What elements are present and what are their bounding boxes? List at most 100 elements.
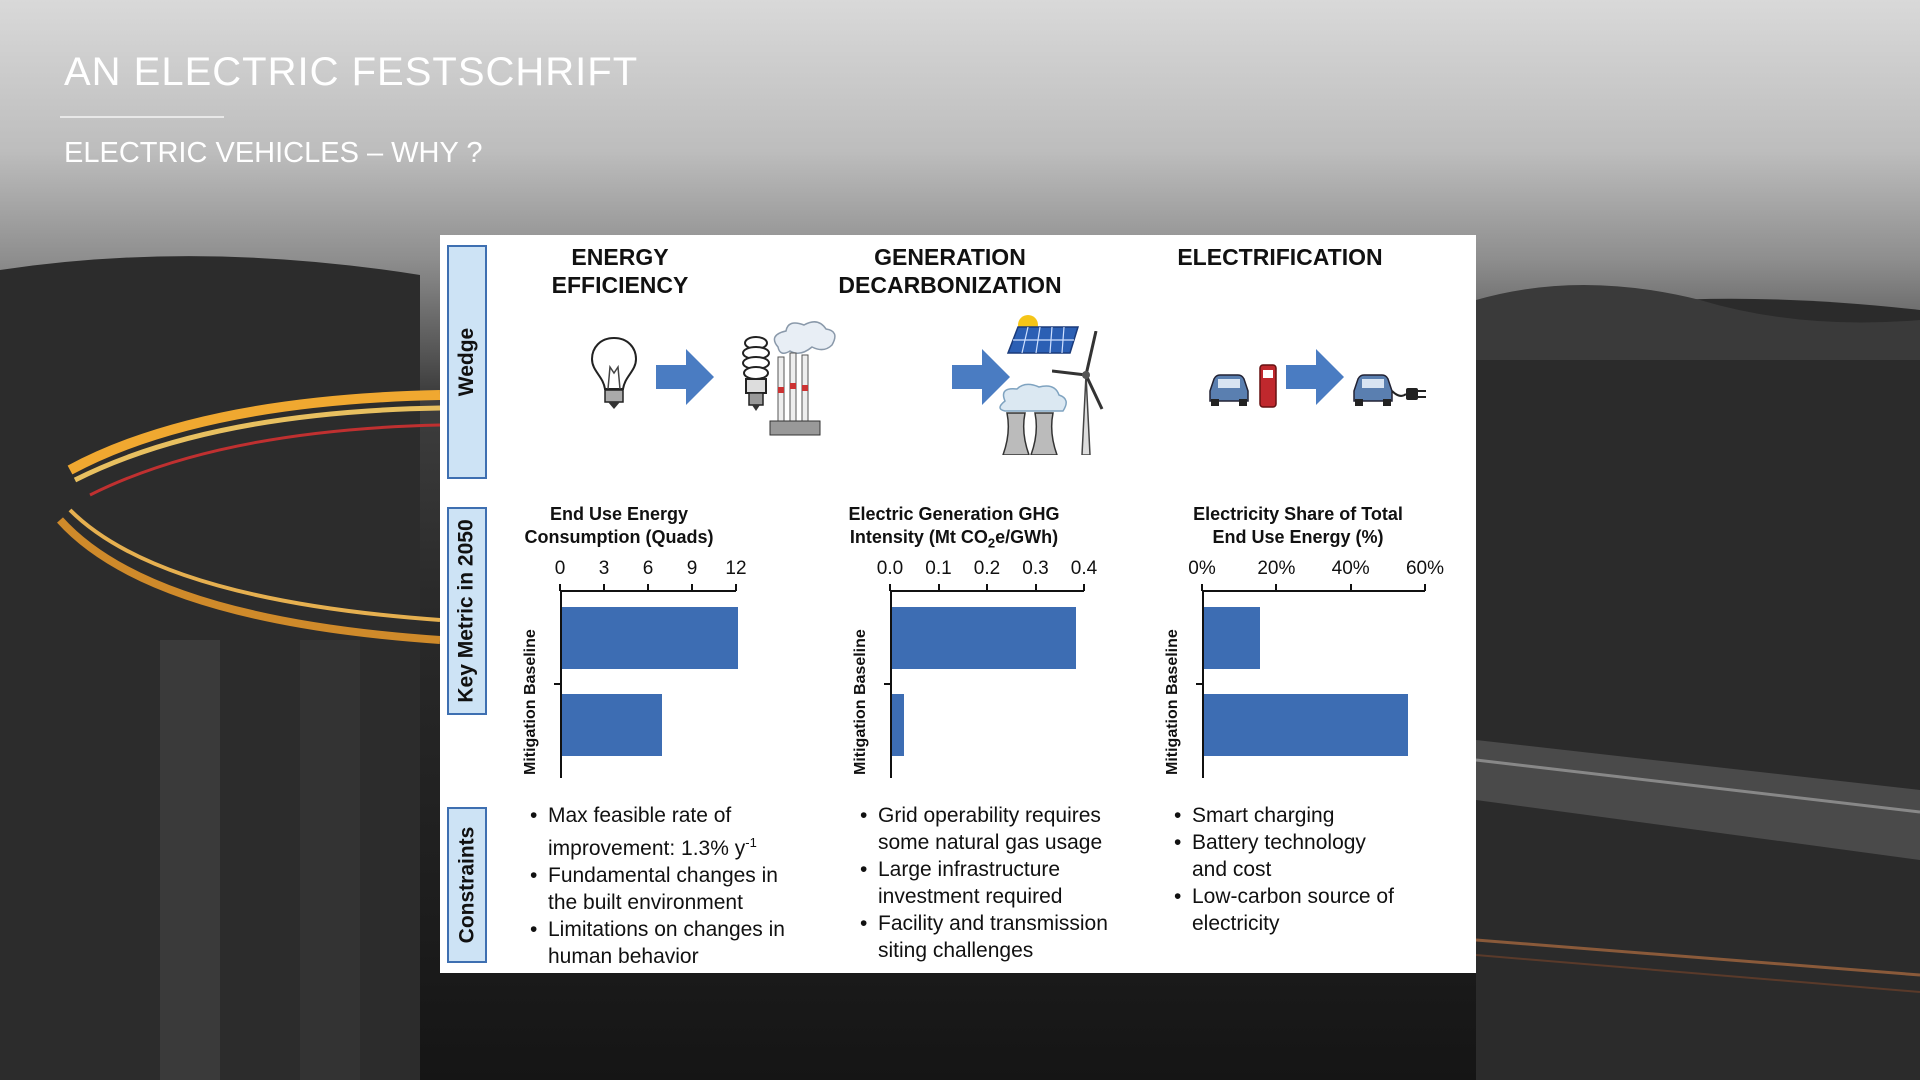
list-item-line: and cost (1192, 858, 1272, 881)
list-item: Facility and transmission siting challeng… (860, 910, 1160, 964)
chart-tick-mark (559, 584, 561, 591)
solar-panel-icon (1006, 315, 1080, 354)
chart-y-tick-mark (884, 683, 890, 685)
chart-tick-label: 9 (686, 558, 698, 579)
chart-tick-label: 60% (1405, 558, 1445, 579)
chart-tick-label: 0.3 (1022, 558, 1049, 579)
chart-title-ghg: Electric Generation GHG Intensity (Mt CO… (844, 503, 1064, 555)
chart-tick-label: 0.2 (973, 558, 1001, 579)
chart-tick-label: 0 (554, 558, 566, 579)
list-item: Limitations on changes in human behavior (530, 916, 830, 970)
chart-bar-mitigation (562, 694, 662, 756)
chart-ylabel: Mitigation Baseline (522, 629, 539, 775)
list-item-line: Grid operability requires (878, 804, 1101, 827)
list-item: Large infrastructure investment required (860, 856, 1160, 910)
chart-title-line: End Use Energy (%) (1212, 527, 1384, 547)
list-item-superscript: -1 (745, 835, 757, 850)
column-head-generation-decarbonization: GENERATION DECARBONIZATION (830, 243, 1070, 299)
chart-axis-y (890, 590, 892, 778)
chart-ylabel: Mitigation Baseline (1164, 629, 1181, 775)
list-item-line: investment required (878, 885, 1063, 908)
list-item-line: the built environment (548, 891, 743, 914)
list-item-line: Smart charging (1192, 804, 1335, 827)
arrow-right-icon (952, 349, 1010, 405)
chart-tick-mark (889, 584, 891, 591)
chart-tick-mark (1424, 584, 1426, 591)
row-label-constraints-text: Constraints (455, 826, 478, 944)
figure-panel: Wedge Key Metric in 2050 Constraints ENE… (440, 235, 1476, 973)
slide-title: AN ELECTRIC FESTSCHRIFT (64, 50, 639, 94)
chart-tick-label: 0% (1188, 558, 1216, 579)
chart-tick-label: 0.1 (925, 558, 952, 579)
list-item-line: electricity (1192, 912, 1280, 935)
column-head-energy-efficiency: ENERGY EFFICIENCY (535, 243, 705, 299)
list-item: Grid operability requires some natural ga… (860, 802, 1160, 856)
chart-title-post: e/GWh) (995, 527, 1059, 547)
slide-subtitle: ELECTRIC VEHICLES – WHY ? (64, 137, 483, 169)
column-head-line: ENERGY (571, 244, 669, 270)
row-label-key-metric-text: Key Metric in 2050 (455, 519, 479, 703)
row-label-key-metric: Key Metric in 2050 (447, 507, 487, 715)
chart-tick-mark (1349, 584, 1352, 591)
chart-tick-label: 0.0 (876, 558, 904, 579)
row-label-constraints: Constraints (447, 807, 487, 963)
chart-tick-mark (1083, 584, 1085, 591)
wind-turbine-icon (1052, 331, 1104, 455)
chart-tick-label: 12 (725, 558, 747, 579)
chart-title-pre: Intensity (Mt CO (849, 527, 988, 547)
chart-y-tick-mark (1196, 683, 1202, 685)
chart-tick-label: 0.4 (1070, 558, 1098, 579)
constraints-list-electrification: Smart charging Battery technology and cos… (1174, 802, 1464, 937)
chart-bar-mitigation (1204, 694, 1409, 756)
chart-title-sub: 2 (987, 535, 996, 551)
chart-tick-mark (1034, 584, 1037, 591)
smokestack-icon (769, 321, 836, 436)
chart-tick-mark (937, 584, 940, 591)
list-item: Low-carbon source of electricity (1174, 883, 1464, 937)
column-head-line: DECARBONIZATION (838, 272, 1062, 298)
chart-axis-x (1202, 590, 1425, 592)
cooling-tower-icon (999, 383, 1067, 455)
chart-axis-y (560, 590, 562, 778)
incandescent-bulb-icon (590, 336, 638, 409)
chart-title-electricity-share: Electricity Share of Total End Use Energ… (1178, 503, 1418, 549)
chart-y-tick-mark (554, 683, 560, 685)
row-label-wedge: Wedge (447, 245, 487, 479)
chart-tick-label: 3 (598, 558, 610, 579)
constraints-list-generation: Grid operability requires some natural ga… (860, 802, 1160, 964)
chart-tick-mark (735, 584, 737, 591)
chart-axis-x (560, 590, 736, 592)
list-item: Smart charging (1174, 802, 1464, 829)
chart-tick-label: 20% (1257, 558, 1296, 579)
column-head-electrification: ELECTRIFICATION (1160, 243, 1400, 271)
list-item-line: Battery technology (1192, 831, 1366, 854)
list-item: Fundamental changes in the built environm… (530, 862, 830, 916)
list-item-line: improvement: 1.3% y-1 (548, 829, 830, 862)
arrow-right-icon (656, 349, 714, 405)
list-item-text: improvement: 1.3% y (548, 837, 746, 860)
row-label-wedge-text: Wedge (455, 327, 478, 397)
arrow-right-icon (1286, 349, 1344, 405)
chart-axis-x (890, 590, 1084, 592)
chart-tick-mark (691, 584, 693, 591)
chart-tick-label: 40% (1331, 558, 1370, 579)
cfl-bulb-icon (742, 336, 770, 411)
chart-title-line: End Use Energy (549, 504, 689, 524)
chart-tick-label: 6 (642, 558, 654, 579)
list-item-line: Large infrastructure (878, 858, 1061, 881)
list-item-line: siting challenges (878, 939, 1034, 962)
list-item-line: Max feasible rate of (548, 804, 732, 827)
chart-tick-mark (603, 584, 605, 591)
car-icon (1353, 374, 1393, 406)
column-head-line: GENERATION (874, 244, 1026, 270)
chart-title-line: Electric Generation GHG (848, 504, 1060, 524)
column-head-line: EFFICIENCY (551, 272, 689, 298)
list-item-line: Low-carbon source of (1192, 885, 1394, 908)
list-item-line: Limitations on changes in (548, 918, 785, 941)
chart-tick-mark (1201, 584, 1203, 591)
list-item-line: human behavior (548, 945, 699, 968)
list-item-line: Fundamental changes in (548, 864, 778, 887)
